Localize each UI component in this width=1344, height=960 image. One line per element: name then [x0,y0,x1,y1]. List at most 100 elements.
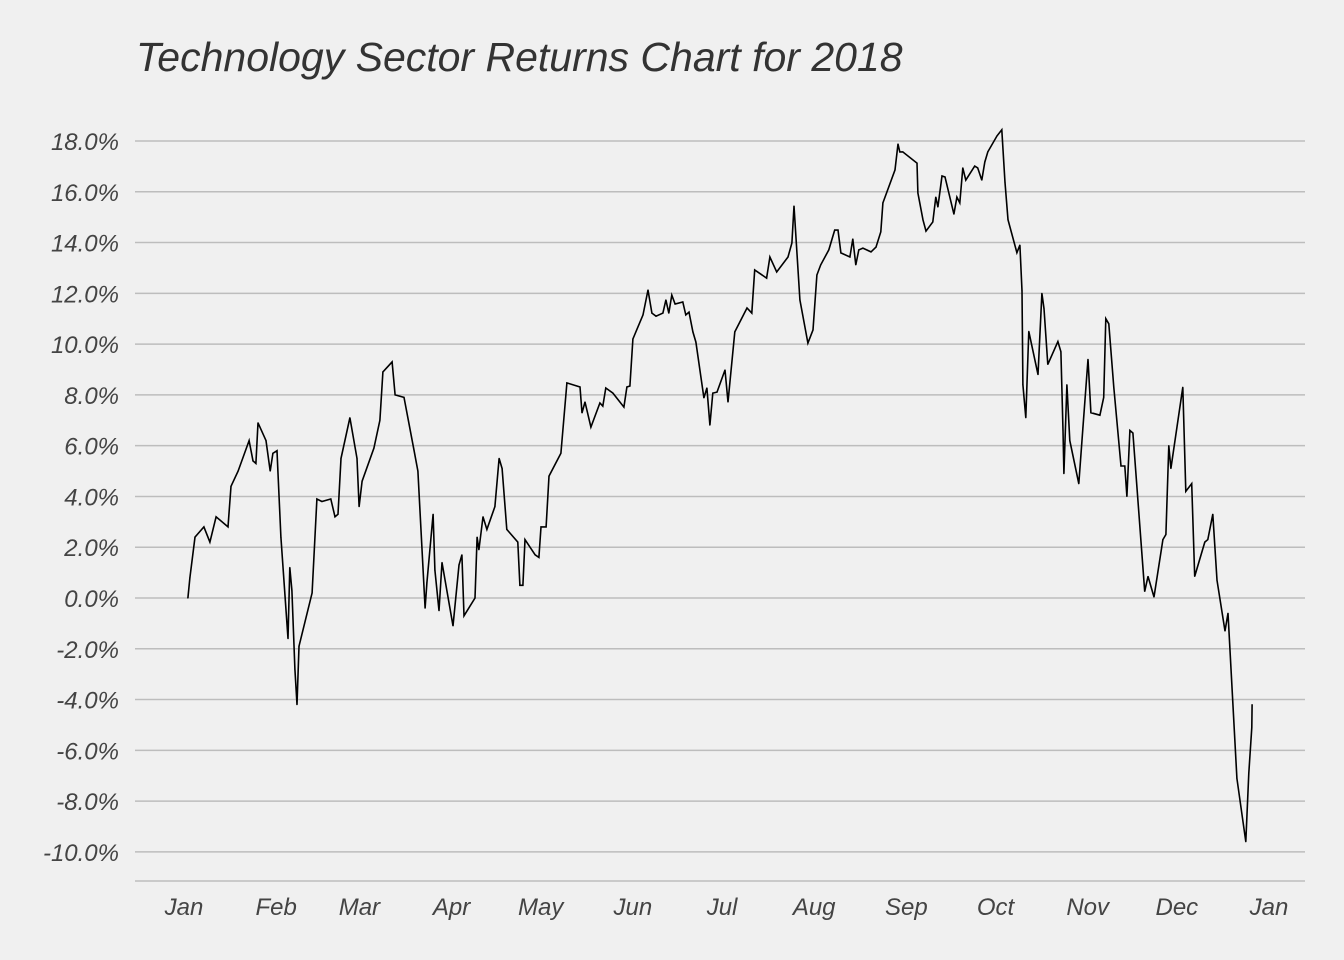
x-tick-label: Aug [791,894,836,921]
data-point [629,385,631,387]
data-point [953,213,955,215]
data-point [1103,396,1105,399]
data-point [394,394,396,396]
data-point [655,315,657,317]
data-point [1120,465,1122,467]
data-point [916,162,918,164]
data-point [959,202,961,204]
data-point [1212,513,1214,515]
data-point [265,439,267,442]
data-point [776,271,778,273]
y-tick-label: -4.0% [56,688,119,715]
data-point [1194,575,1196,578]
data-point [897,143,899,145]
data-point [486,528,488,531]
data-point [974,165,976,167]
data-point [1165,533,1167,536]
x-tick-label: Apr [431,894,471,921]
data-point [793,205,795,207]
data-point [287,638,289,640]
chart-title: Technology Sector Returns Chart for 2018 [136,34,903,80]
x-tick-label: Jan [164,894,204,921]
data-point [257,422,259,424]
data-point [981,179,983,181]
data-point [432,513,434,515]
data-point [1224,630,1226,632]
y-tick-label: 4.0% [64,484,119,511]
data-point [316,498,318,500]
data-point [463,615,465,617]
data-point [642,314,644,316]
data-point [252,460,254,462]
data-point [413,450,415,452]
data-point [545,526,547,528]
data-point [1087,358,1089,360]
data-point [1251,726,1253,729]
data-point [880,231,882,233]
data-point [922,219,924,221]
gridlines [135,140,1305,853]
data-point [1066,384,1068,386]
data-point [458,564,460,566]
data-point [277,470,279,472]
data-point [237,470,239,472]
data-point [984,161,986,163]
data-point [1236,777,1238,779]
data-point [1022,384,1024,386]
data-point [1108,323,1110,325]
data-point [828,249,830,251]
data-point [1021,290,1023,292]
x-tick-label: Oct [977,894,1016,921]
data-point [716,391,718,393]
data-point [671,294,673,296]
data-point [941,175,943,177]
data-point [373,447,375,449]
data-point [391,361,393,363]
data-point [337,513,339,515]
data-point [330,498,332,500]
data-point [524,539,526,541]
data-point [248,439,250,442]
data-point [1001,129,1003,131]
data-point [538,556,540,558]
data-point [840,252,842,254]
data-point [820,264,822,266]
data-point [1063,472,1065,475]
data-point [1129,429,1131,432]
data-point [1025,417,1027,419]
data-point [1060,351,1062,353]
data-point [438,610,440,612]
data-point [361,480,363,482]
x-tick-label: Jan [1249,894,1289,921]
data-point [754,269,756,271]
data-point [215,516,217,518]
data-point [1147,575,1149,578]
data-point [706,387,708,389]
data-point [272,452,274,454]
data-point [812,329,814,331]
data-point [506,528,508,531]
data-point [311,592,313,594]
data-point [665,299,667,301]
y-tick-label: 14.0% [51,231,119,258]
data-point [276,450,278,452]
data-point [870,251,872,253]
data-point [962,167,964,169]
y-tick-label: -8.0% [56,789,119,816]
data-point [935,196,937,198]
data-point [498,457,500,459]
data-point [1216,579,1218,581]
x-tick-label: Nov [1066,894,1111,921]
data-point [540,526,542,528]
data-point [334,516,336,518]
data-point [647,289,649,291]
data-point [751,312,753,314]
data-point [937,206,939,208]
data-point [1124,465,1126,467]
data-point [298,645,300,647]
data-point [461,554,463,556]
data-point [501,467,503,470]
data-point [852,238,854,240]
data-point [605,387,607,389]
data-point [590,426,592,428]
